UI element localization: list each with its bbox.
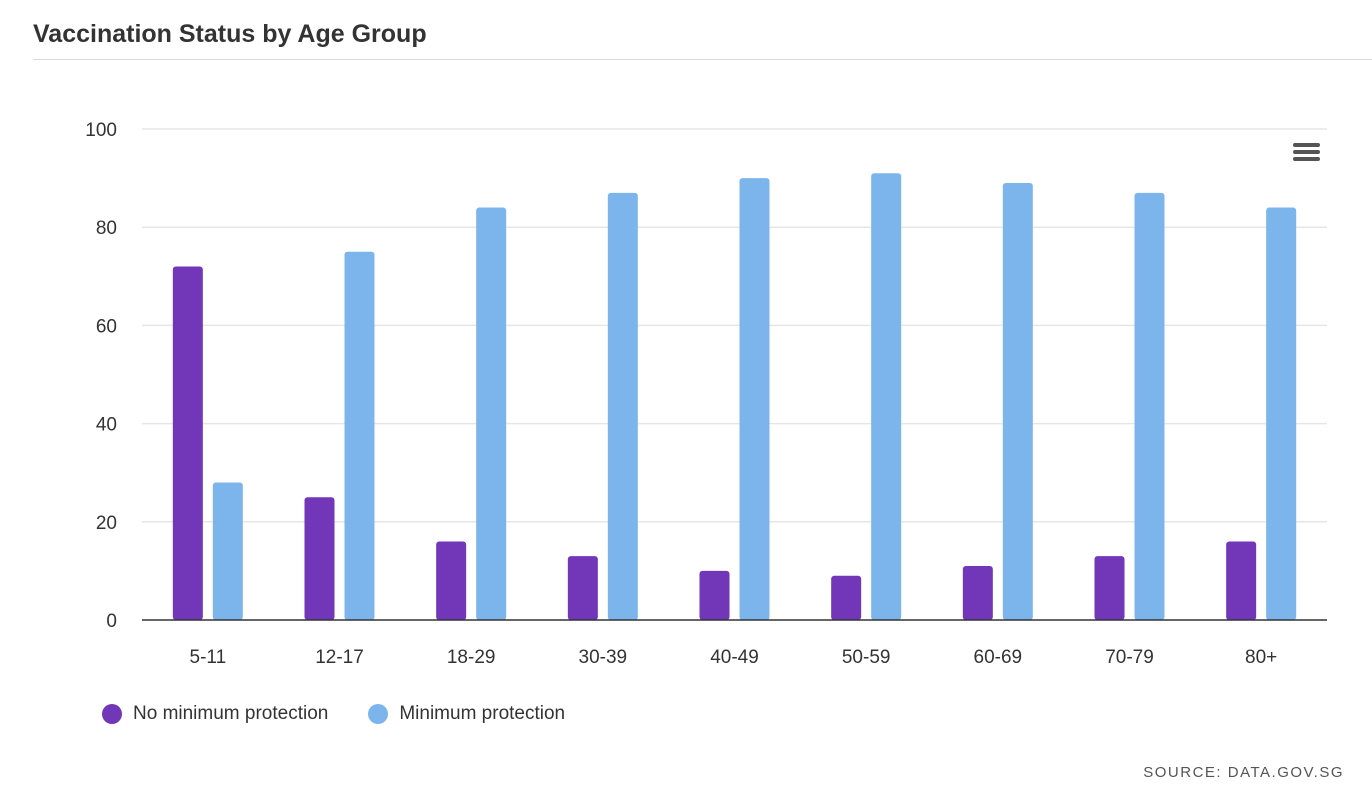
x-tick-label: 5-11 — [190, 647, 227, 668]
bar-minimum-protection-30-39[interactable] — [607, 192, 638, 620]
bar-minimum-protection-60-69[interactable] — [1002, 183, 1033, 620]
x-axis-ticks: 5-11 12-17 18-29 30-39 40-49 50-59 60-69 70-79 8… — [190, 647, 1278, 668]
y-tick-label: 0 — [106, 611, 117, 632]
x-tick-label: 80+ — [1245, 647, 1277, 668]
x-tick-label: 50-59 — [842, 647, 891, 668]
x-tick-label: 12-17 — [315, 647, 364, 668]
y-tick-label: 40 — [96, 415, 117, 436]
bar-no-minimum-protection-70-79[interactable] — [1094, 556, 1125, 620]
bar-no-minimum-protection-12-17[interactable] — [304, 497, 335, 620]
legend-item-no-minimum-protection[interactable]: No minimum protection — [102, 703, 328, 725]
hamburger-menu-icon[interactable] — [1290, 140, 1322, 168]
bar-minimum-protection-12-17[interactable] — [344, 251, 375, 620]
y-axis-ticks: 0 20 40 60 80 100 — [85, 120, 117, 632]
bar-minimum-protection-50-59[interactable] — [871, 173, 902, 620]
y-tick-label: 60 — [96, 316, 117, 337]
bar-minimum-protection-5-11[interactable] — [212, 482, 243, 620]
grid-lines — [142, 128, 1327, 523]
legend-swatch-dot — [368, 704, 389, 724]
bar-no-minimum-protection-18-29[interactable] — [436, 541, 467, 620]
bar-minimum-protection-80+[interactable] — [1266, 207, 1297, 620]
x-tick-label: 30-39 — [579, 647, 628, 668]
bar-minimum-protection-70-79[interactable] — [1134, 192, 1165, 620]
legend-label: No minimum protection — [133, 703, 329, 724]
x-tick-label: 60-69 — [974, 647, 1023, 668]
bar-chart: 0 20 40 60 80 100 5-11 12-17 18-29 30-39 40-49 50-… — [85, 120, 1327, 668]
source-credit: SOURCE: DATA.GOV.SG — [1143, 764, 1344, 781]
bar-no-minimum-protection-40-49[interactable] — [699, 570, 730, 620]
title-divider — [33, 59, 1372, 60]
legend-label: Minimum protection — [399, 703, 566, 724]
y-tick-label: 20 — [96, 513, 117, 534]
x-tick-label: 70-79 — [1105, 647, 1154, 668]
bar-no-minimum-protection-30-39[interactable] — [567, 556, 598, 620]
legend: No minimum protection Minimum protection — [102, 703, 565, 725]
x-tick-label: 18-29 — [447, 647, 496, 668]
bar-series — [172, 173, 1297, 620]
bar-no-minimum-protection-50-59[interactable] — [831, 575, 862, 620]
bar-no-minimum-protection-80+[interactable] — [1226, 541, 1257, 620]
y-tick-label: 80 — [96, 218, 117, 239]
bar-no-minimum-protection-5-11[interactable] — [172, 266, 203, 620]
bar-no-minimum-protection-60-69[interactable] — [962, 565, 993, 620]
bar-minimum-protection-18-29[interactable] — [476, 207, 507, 620]
bar-minimum-protection-40-49[interactable] — [739, 178, 770, 620]
legend-item-minimum-protection[interactable]: Minimum protection — [368, 703, 565, 725]
chart-title: Vaccination Status by Age Group — [33, 20, 427, 48]
y-tick-label: 100 — [85, 120, 117, 141]
x-tick-label: 40-49 — [710, 647, 759, 668]
legend-swatch-dot — [102, 704, 122, 724]
